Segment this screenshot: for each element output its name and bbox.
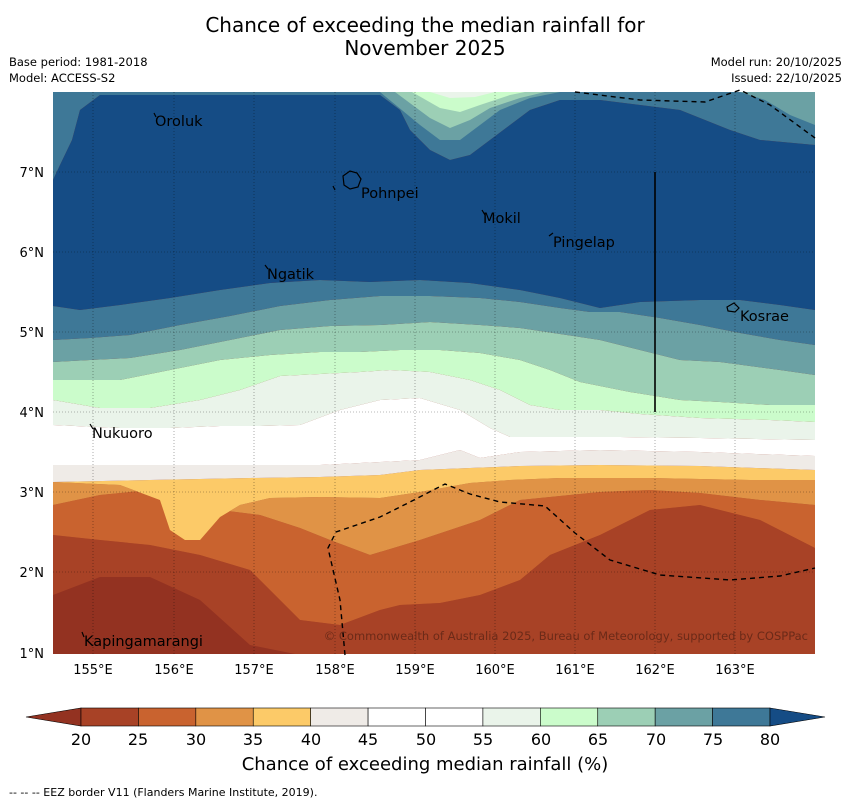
colorbar-tick: 80 [759,730,781,749]
colorbar-tick: 55 [472,730,494,749]
lat-tick-label: 6°N [20,246,45,261]
colorbar-under-arrow [25,707,82,727]
lat-tick-label: 7°N [20,166,45,181]
colorbar-tick: 20 [70,730,92,749]
gridlines [53,92,815,654]
place-label: Oroluk [155,114,203,130]
band-45-55 [53,398,815,465]
place-label: Mokil [483,211,521,227]
y-axis-labels: 7°N 6°N 5°N 4°N 3°N 2°N 1°N [20,166,45,662]
band-40-45 [53,450,815,482]
title-line-1: Chance of exceeding the median rainfall … [205,13,645,37]
colorbar-cell [597,707,656,727]
meta-right: Model run: 20/10/2025 Issued: 22/10/2025 [711,54,842,86]
mokil-atoll [481,209,486,216]
chart-title: Chance of exceeding the median rainfall … [0,14,850,60]
colorbar-tick: 30 [185,730,207,749]
lon-tick-label: 161°E [555,663,595,678]
colorbar-cell [252,707,311,727]
pohnpei-islet [332,185,336,191]
colorbar-cell [310,707,369,727]
kosrae-outline [726,302,740,313]
lon-tick-label: 159°E [395,663,435,678]
lat-tick-label: 5°N [20,326,45,341]
meta-left: Base period: 1981-2018 Model: ACCESS-S2 [9,54,148,86]
band-55-60 [53,370,815,440]
colorbar-cell [195,707,254,727]
place-label: Ngatik [267,267,315,283]
lat-tick-label: 2°N [20,566,45,581]
colorbar-cell [80,707,139,727]
band-25-30 [53,490,815,625]
lon-tick-label: 156°E [154,663,194,678]
band-60-65 [53,350,815,422]
band-60-65-north [412,92,525,112]
eez-footnote: -- -- -- EEZ border V11 (Flanders Marine… [9,786,318,799]
lon-tick-label: 157°E [234,663,274,678]
title-line-2: November 2025 [344,36,506,60]
eez-borders [327,89,816,656]
model-name: Model: ACCESS-S2 [9,71,116,85]
colorbar-cell [138,707,197,727]
kapingamarangi-atoll [81,631,85,638]
band-35-40 [53,465,815,540]
colorbar-tick: 75 [702,730,724,749]
pingelap-atoll [548,232,554,237]
colorbar-cell [425,707,484,727]
colorbar-over-arrow [769,707,826,727]
nukuoro-atoll [89,423,94,430]
contour-fill [53,92,815,654]
lat-tick-label: 1°N [20,647,45,662]
colorbar-cells [80,707,771,727]
colorbar-cell [540,707,599,727]
colorbar-tick: 65 [587,730,609,749]
lon-tick-label: 162°E [635,663,675,678]
colorbar-cell [482,707,541,727]
lon-tick-label: 163°E [715,663,755,678]
band-20-25 [53,505,815,654]
place-label: Nukuoro [92,426,153,442]
islands [81,112,740,638]
place-label: Kosrae [740,309,789,325]
ngatik-atoll [264,264,269,270]
colorbar-tick: 35 [242,730,264,749]
colorbar-title: Chance of exceeding median rainfall (%) [241,754,609,775]
colorbar-cell [654,707,713,727]
colorbar-cell [367,707,426,727]
lon-tick-label: 155°E [73,663,113,678]
colorbar-tick: 40 [300,730,322,749]
band-30-35 [53,478,815,555]
lon-tick-label: 158°E [315,663,355,678]
colorbar-cell [712,707,771,727]
oroluk-atoll [153,112,157,118]
model-run: Model run: 20/10/2025 [710,55,842,69]
place-label: Pingelap [553,235,615,251]
band-70-75 [53,296,815,375]
base-period: Base period: 1981-2018 [9,55,148,69]
place-label: Kapingamarangi [84,634,203,650]
colorbar-tick: 60 [530,730,552,749]
x-axis-labels: 155°E 156°E 157°E 158°E 159°E 160°E 161°… [73,663,755,678]
lat-tick-label: 4°N [20,406,45,421]
colorbar-tick: 45 [357,730,379,749]
band-75-80 [53,280,815,345]
colorbar-tick: 70 [645,730,667,749]
pohnpei-outline [342,170,362,190]
colorbar [25,707,826,727]
place-label: Pohnpei [361,186,419,202]
copyright-notice: © Commonwealth of Australia 2025, Bureau… [324,629,808,643]
issued-date: Issued: 22/10/2025 [731,71,842,85]
rainfall-map: Oroluk Pohnpei Mokil Pingelap Ngatik Kos… [20,89,816,678]
band-70-75-ne [740,92,815,125]
colorbar-tick: 25 [127,730,149,749]
lat-tick-label: 3°N [20,486,45,501]
lon-tick-label: 160°E [475,663,515,678]
colorbar-tick: 50 [415,730,437,749]
band-75-80-north [53,92,815,180]
place-labels: Oroluk Pohnpei Mokil Pingelap Ngatik Kos… [84,114,789,650]
band-above-80 [53,95,815,310]
band-55-60-north [430,92,495,98]
band-65-70 [53,322,815,405]
